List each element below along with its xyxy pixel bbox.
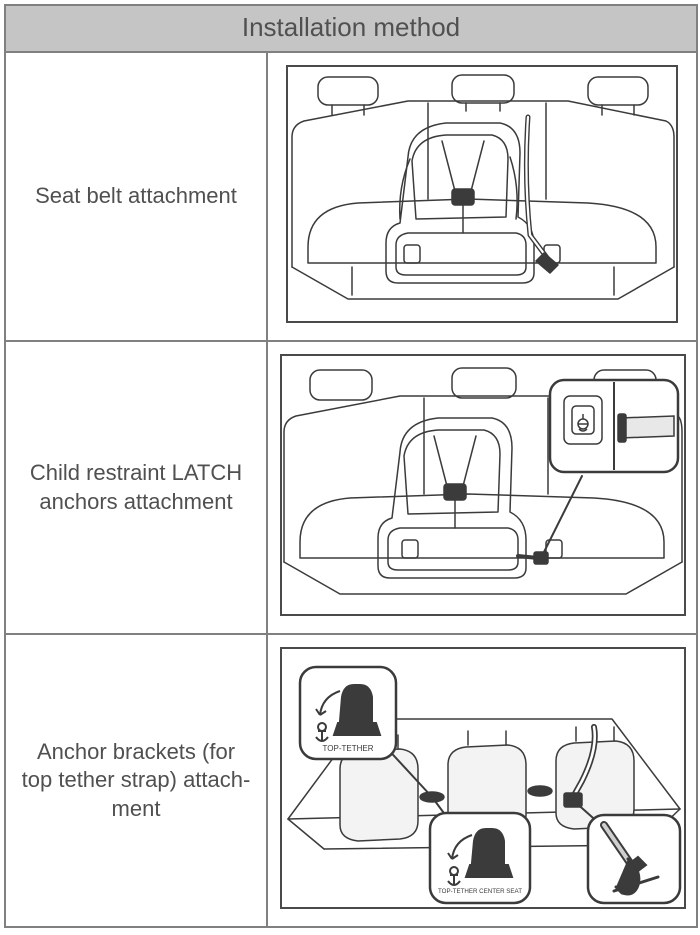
seatbelt-diagram-icon: [288, 67, 676, 321]
row-figure-seatbelt: [267, 52, 697, 341]
figure-frame: [280, 354, 686, 616]
figure-frame: TOP-TETHER: [280, 647, 686, 909]
figure-frame: [286, 65, 678, 323]
table-row: Child restraint LATCH anchors attachment: [5, 341, 697, 634]
table-row: Anchor brackets (for top tether strap) a…: [5, 634, 697, 927]
row-label-tether-line2: top tether strap) attach-: [22, 767, 251, 792]
row-figure-tether: TOP-TETHER: [267, 634, 697, 927]
row-label-tether-line3: ment: [112, 796, 161, 821]
installation-method-table: Installation method Seat belt attachment: [4, 4, 698, 928]
top-tether-label: TOP-TETHER: [323, 744, 374, 753]
latch-diagram-icon: [282, 356, 684, 614]
row-label-tether-line1: Anchor brackets (for: [37, 739, 235, 764]
row-label-tether: Anchor brackets (for top tether strap) a…: [5, 634, 267, 927]
top-tether-center-label: TOP-TETHER CENTER SEAT: [438, 888, 522, 895]
tether-diagram-icon: TOP-TETHER: [282, 649, 684, 907]
row-label-latch: Child restraint LATCH anchors attachment: [5, 341, 267, 634]
table-header: Installation method: [5, 5, 697, 52]
row-label-seatbelt: Seat belt attachment: [5, 52, 267, 341]
row-figure-latch: [267, 341, 697, 634]
table-row: Seat belt attachment: [5, 52, 697, 341]
